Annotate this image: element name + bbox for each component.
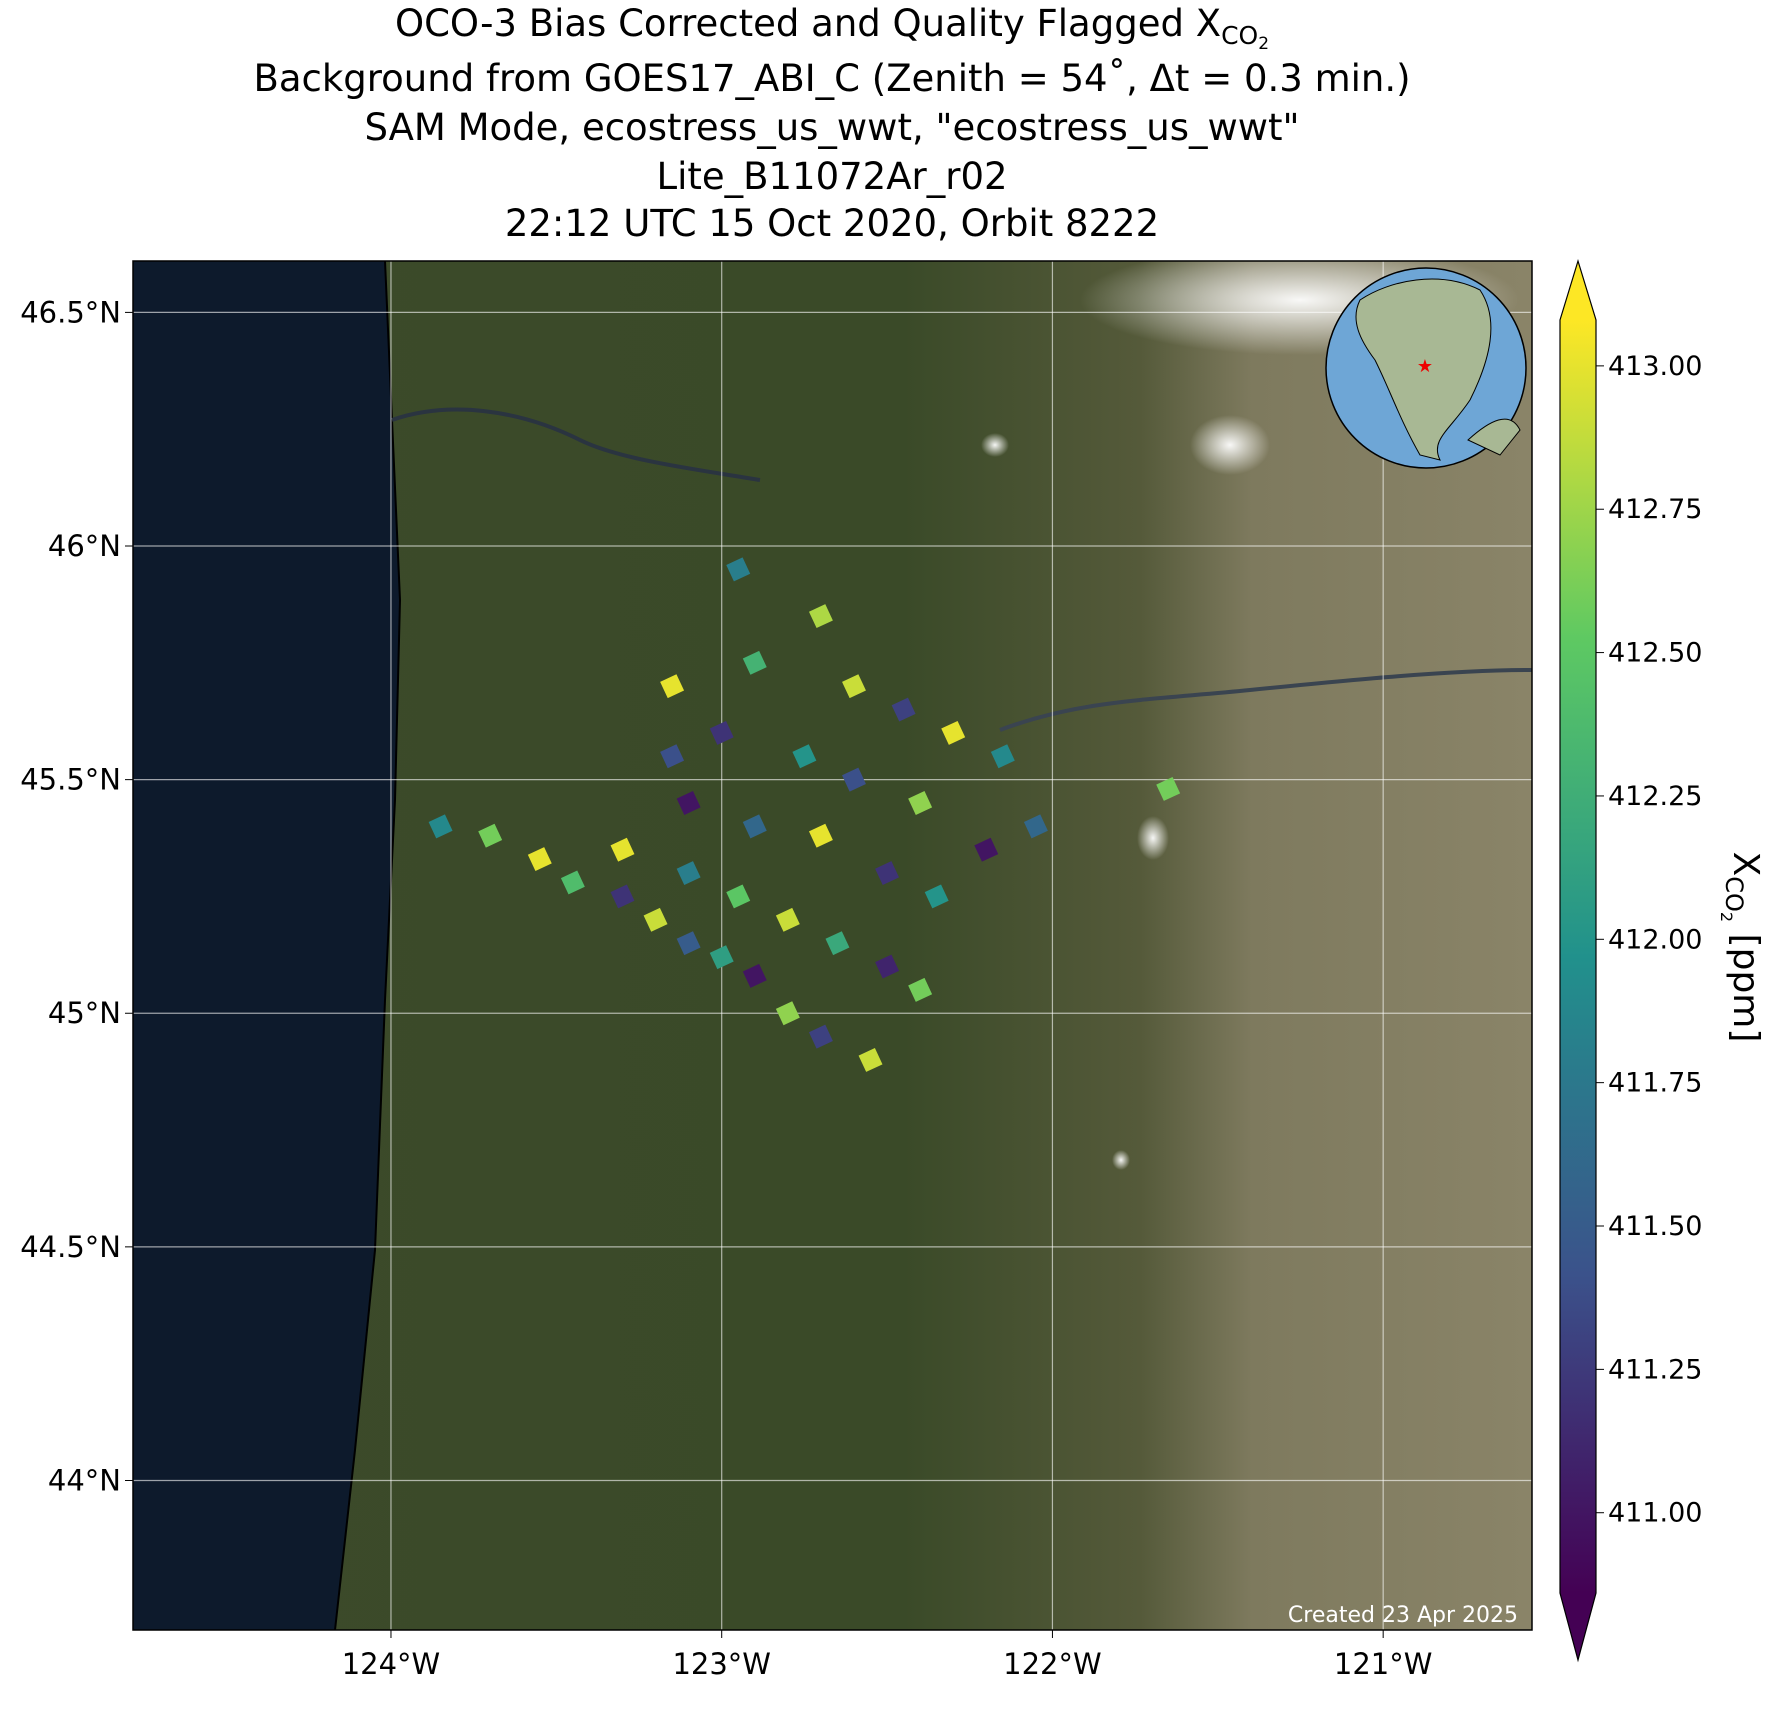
colorbar-extend-top xyxy=(1560,261,1596,320)
sounding xyxy=(742,963,767,988)
sounding xyxy=(775,907,800,932)
sounding xyxy=(660,744,685,769)
title-text: OCO-3 Bias Corrected and Quality Flagged… xyxy=(395,2,1221,45)
sounding xyxy=(825,931,850,956)
sounding xyxy=(742,650,767,675)
svg-text:★: ★ xyxy=(1417,356,1433,377)
title-text: Background from GOES17_ABI_C (Zenith = 5… xyxy=(253,57,1410,100)
y-tick-label: 45°N xyxy=(48,996,121,1030)
colorbar-label: XCO2 [ppm] xyxy=(1717,852,1766,1043)
sounding xyxy=(908,791,933,815)
x-tick-label: 124°W xyxy=(342,1647,441,1681)
sounding xyxy=(792,744,817,769)
colorbar-tick-label: 412.50 xyxy=(1608,638,1702,669)
colorbar-label-unit: [ppm] xyxy=(1725,922,1766,1042)
sounding xyxy=(527,847,552,872)
annotation: Created 23 Apr 2025 xyxy=(1288,1603,1518,1628)
map-background xyxy=(133,261,1532,1630)
colorbar-tick-label: 411.50 xyxy=(1608,1211,1702,1242)
y-tick-label: 46.5°N xyxy=(20,295,121,329)
sounding xyxy=(478,823,503,848)
colorbar-tick-label: 411.75 xyxy=(1608,1068,1702,1099)
sounding xyxy=(643,907,668,932)
map-frame xyxy=(132,260,1533,1631)
sounding xyxy=(676,931,701,956)
colorbar-tick-label: 411.00 xyxy=(1608,1498,1702,1529)
y-tick-label: 45.5°N xyxy=(20,763,121,797)
colorbar-label-sub: CO xyxy=(1720,876,1748,912)
sounding xyxy=(974,837,999,862)
title-text: SAM Mode, ecostress_us_wwt, "ecostress_u… xyxy=(364,106,1299,149)
sounding xyxy=(709,945,734,970)
sounding xyxy=(428,814,453,839)
title-text: Lite_B11072Ar_r02 xyxy=(656,155,1007,198)
title-text: 22:12 UTC 15 Oct 2020, Orbit 8222 xyxy=(505,202,1159,245)
sounding xyxy=(808,823,833,848)
sounding xyxy=(891,697,916,722)
y-tick-label: 44°N xyxy=(48,1463,121,1497)
title-line: SAM Mode, ecostress_us_wwt, "ecostress_u… xyxy=(364,106,1299,149)
colorbar-outline xyxy=(1559,258,1597,1663)
title-line: 22:12 UTC 15 Oct 2020, Orbit 8222 xyxy=(505,202,1159,245)
sounding xyxy=(990,744,1015,769)
sounding xyxy=(941,720,966,745)
sounding xyxy=(842,674,866,699)
sounding xyxy=(726,557,751,582)
x-tick-label: 123°W xyxy=(672,1647,771,1681)
sounding xyxy=(924,884,949,909)
title-line: Background from GOES17_ABI_C (Zenith = 5… xyxy=(253,57,1410,100)
sounding xyxy=(742,814,767,839)
sounding xyxy=(808,1024,833,1049)
sounding xyxy=(842,767,866,792)
colorbar-gradient xyxy=(1560,320,1596,1593)
colorbar-tick-label: 412.75 xyxy=(1608,494,1702,525)
globe-inset: ★ xyxy=(1325,267,1527,469)
y-tick-label: 46°N xyxy=(48,529,121,563)
sounding xyxy=(908,977,933,1002)
sounding xyxy=(560,870,585,895)
sounding xyxy=(1156,777,1181,801)
title-line: Lite_B11072Ar_r02 xyxy=(656,155,1007,198)
sounding xyxy=(808,604,833,629)
y-tick-label: 44.5°N xyxy=(20,1230,121,1264)
colorbar-tick-label: 412.00 xyxy=(1608,924,1702,955)
title-line: OCO-3 Bias Corrected and Quality Flagged… xyxy=(395,2,1269,54)
colorbar-label-subsub: 2 xyxy=(1717,912,1736,922)
sounding xyxy=(610,837,635,862)
sounding xyxy=(726,884,751,909)
sounding xyxy=(1023,814,1048,839)
colorbar-tick-label: 411.25 xyxy=(1608,1354,1702,1385)
sounding xyxy=(875,861,900,886)
sounding xyxy=(858,1048,883,1072)
sounding xyxy=(709,720,734,745)
title-subsub: 2 xyxy=(1258,34,1269,54)
colorbar-label-text: X xyxy=(1725,852,1766,877)
x-tick-label: 121°W xyxy=(1334,1647,1433,1681)
sounding xyxy=(775,1001,800,1026)
x-tick-label: 122°W xyxy=(1003,1647,1102,1681)
sounding xyxy=(660,674,685,699)
sounding xyxy=(610,884,635,909)
sounding xyxy=(676,861,701,886)
sounding xyxy=(875,954,900,979)
colorbar-tick-label: 413.00 xyxy=(1608,351,1702,382)
title-sub: CO xyxy=(1221,21,1258,50)
colorbar-tick-label: 412.25 xyxy=(1608,781,1702,812)
colorbar-extend-bottom xyxy=(1560,1593,1596,1660)
sounding xyxy=(676,791,701,815)
